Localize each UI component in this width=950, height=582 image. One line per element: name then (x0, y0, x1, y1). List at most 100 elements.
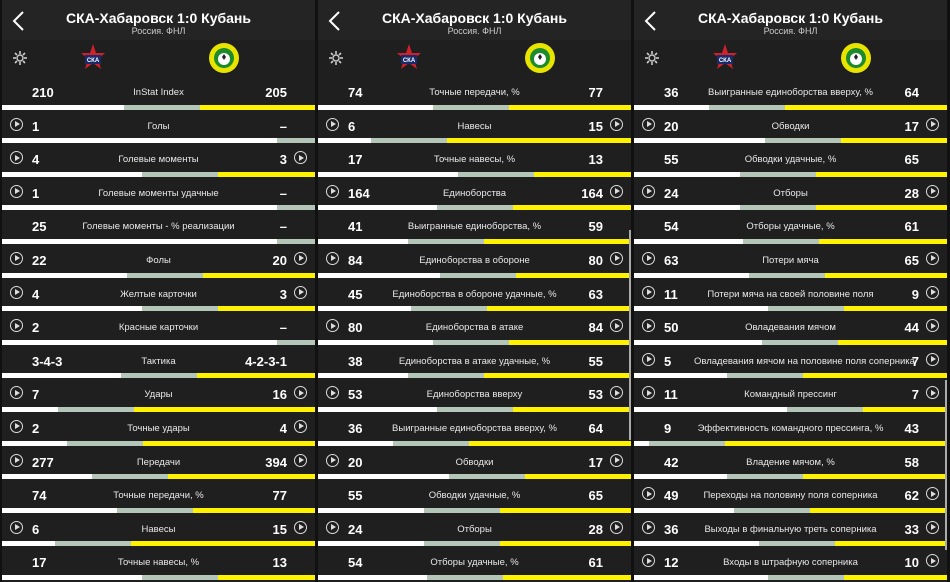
play-video-icon[interactable] (926, 117, 939, 131)
play-video-icon[interactable] (326, 453, 339, 467)
home-bar-tail (424, 541, 462, 547)
play-video-icon[interactable] (10, 285, 23, 299)
gear-icon[interactable] (644, 50, 660, 66)
back-arrow-icon[interactable] (326, 10, 344, 32)
stat-row: 45 Единоборства в обороне удачные, % 63 (318, 280, 631, 314)
back-arrow-icon[interactable] (642, 10, 660, 32)
play-video-icon[interactable] (642, 184, 655, 198)
away-value: 13 (272, 555, 287, 571)
play-video-icon[interactable] (10, 520, 23, 534)
play-video-icon[interactable] (926, 319, 939, 333)
away-bar-tail (462, 541, 500, 547)
play-video-icon[interactable] (326, 386, 339, 400)
play-video-icon[interactable] (926, 251, 939, 265)
play-video-icon[interactable] (642, 352, 655, 366)
play-video-icon[interactable] (610, 453, 623, 467)
play-video-icon[interactable] (10, 117, 23, 131)
play-video-icon[interactable] (294, 285, 307, 299)
play-video-icon[interactable] (10, 151, 23, 165)
stats-list[interactable]: 36 Выигранные единоборства вверху, % 64 20 О… (634, 78, 947, 582)
ska-khabarovsk-logo[interactable]: СКА (80, 43, 106, 73)
play-video-icon[interactable] (642, 386, 655, 400)
ska-khabarovsk-logo[interactable]: СКА (712, 43, 738, 73)
play-video-icon[interactable] (926, 520, 939, 534)
scrollbar[interactable] (629, 230, 631, 440)
play-video-icon[interactable] (10, 386, 23, 400)
kuban-logo[interactable] (208, 42, 240, 74)
home-bar-tail (411, 306, 449, 312)
stat-name: Навесы (457, 120, 492, 132)
home-bar (2, 171, 142, 177)
away-bar (819, 238, 947, 244)
away-bar (816, 171, 947, 177)
play-video-icon[interactable] (10, 184, 23, 198)
play-video-icon[interactable] (294, 386, 307, 400)
play-video-icon[interactable] (642, 520, 655, 534)
play-video-icon[interactable] (610, 117, 623, 131)
comparison-bar (2, 541, 315, 547)
play-video-icon[interactable] (926, 554, 939, 568)
play-video-icon[interactable] (642, 487, 655, 501)
play-video-icon[interactable] (610, 251, 623, 265)
play-video-icon[interactable] (610, 319, 623, 333)
play-video-icon[interactable] (326, 251, 339, 265)
play-video-icon[interactable] (10, 251, 23, 265)
play-video-icon[interactable] (642, 117, 655, 131)
stats-list[interactable]: 74 Точные передачи, % 77 6 Навесы 15 17 Точные … (318, 78, 631, 582)
match-subtitle: Россия. ФНЛ (763, 26, 818, 36)
play-video-icon[interactable] (10, 419, 23, 433)
play-video-icon[interactable] (926, 487, 939, 501)
play-video-icon[interactable] (642, 251, 655, 265)
play-video-icon[interactable] (294, 453, 307, 467)
stats-list[interactable]: 210 InStat Index 205 1 Голы – 4 Голевые моменты… (2, 78, 315, 582)
home-bar-tail (727, 474, 765, 480)
play-video-icon[interactable] (610, 386, 623, 400)
ska-khabarovsk-logo[interactable]: СКА (396, 43, 422, 73)
home-value: 36 (664, 85, 679, 100)
comparison-bar (2, 238, 315, 244)
play-video-icon[interactable] (10, 319, 23, 333)
play-video-icon[interactable] (926, 352, 939, 366)
play-video-icon[interactable] (294, 520, 307, 534)
scrollbar[interactable] (945, 380, 947, 550)
stat-name: Единоборства в атаке удачные, % (398, 355, 551, 367)
gear-icon[interactable] (328, 50, 344, 66)
home-bar (634, 238, 743, 244)
away-bar-tail (180, 171, 218, 177)
home-bar (2, 272, 127, 278)
play-video-icon[interactable] (642, 319, 655, 333)
play-video-icon[interactable] (294, 251, 307, 265)
home-bar (2, 373, 121, 379)
kuban-logo[interactable] (524, 42, 556, 74)
play-video-icon[interactable] (326, 520, 339, 534)
play-video-icon[interactable] (326, 319, 339, 333)
stat-row: 164 Единоборства 164 (318, 179, 631, 213)
play-video-icon[interactable] (326, 117, 339, 131)
play-video-icon[interactable] (294, 419, 307, 433)
gear-icon[interactable] (12, 50, 28, 66)
play-video-icon[interactable] (610, 520, 623, 534)
play-video-icon[interactable] (326, 184, 339, 198)
header-bar: СКА-Хабаровск 1:0 Кубань Россия. ФНЛ (2, 0, 315, 40)
play-video-icon[interactable] (10, 453, 23, 467)
stat-name: Отборы удачные, % (746, 221, 835, 233)
home-bar (318, 104, 433, 110)
kuban-logo[interactable] (840, 42, 872, 74)
play-video-icon[interactable] (926, 285, 939, 299)
home-bar (2, 104, 124, 110)
away-bar-tail (471, 339, 509, 345)
back-arrow-icon[interactable] (10, 10, 28, 32)
comparison-bar (318, 339, 631, 345)
play-video-icon[interactable] (294, 151, 307, 165)
play-video-icon[interactable] (926, 386, 939, 400)
comparison-bar (2, 574, 315, 580)
away-bar-tail (130, 474, 168, 480)
stat-row: 63 Потери мяча 65 (634, 246, 947, 280)
comparison-bar (318, 171, 631, 177)
play-video-icon[interactable] (642, 554, 655, 568)
play-video-icon[interactable] (926, 184, 939, 198)
away-bar-tail (409, 138, 447, 144)
play-video-icon[interactable] (642, 285, 655, 299)
away-bar-tail (180, 306, 218, 312)
play-video-icon[interactable] (610, 184, 623, 198)
